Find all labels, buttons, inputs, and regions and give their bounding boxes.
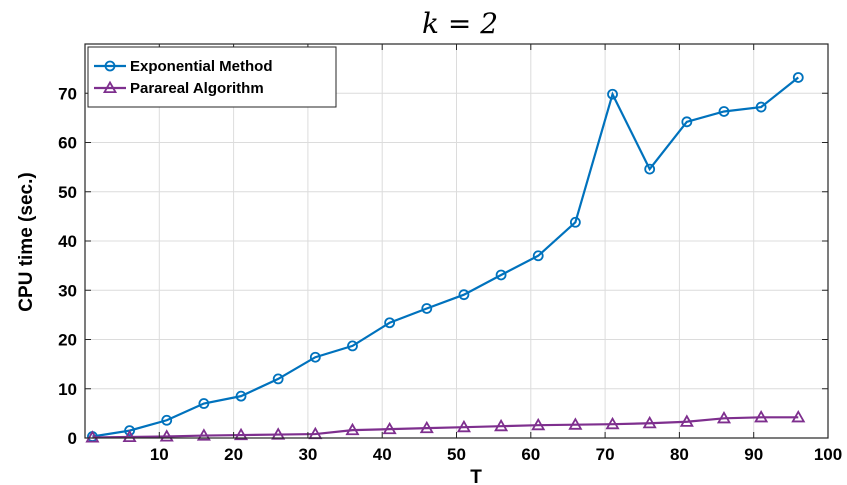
data-point [198, 398, 210, 409]
data-point [345, 422, 360, 436]
data-point [569, 216, 581, 228]
data-point [124, 425, 135, 437]
x-tick-label: 30 [298, 445, 317, 464]
x-tick-label: 80 [670, 445, 689, 464]
data-point [85, 430, 100, 443]
data-point [644, 163, 656, 175]
data-point [494, 418, 509, 432]
x-axis-label: T [470, 467, 482, 485]
legend-entry: Exponential Method [94, 58, 273, 75]
series-line [92, 416, 799, 439]
x-tick-label: 70 [596, 445, 615, 464]
data-point [718, 106, 730, 117]
data-point [679, 414, 694, 427]
data-point [309, 351, 321, 363]
y-tick-label: 30 [58, 281, 77, 300]
data-point [196, 428, 211, 441]
data-point [791, 410, 806, 423]
data-point [716, 410, 732, 424]
y-tick-label: 60 [58, 134, 77, 153]
x-tick-label: 100 [814, 445, 842, 464]
y-tick-label: 70 [58, 84, 77, 103]
y-tick-label: 50 [58, 183, 77, 202]
series-line [92, 76, 799, 438]
x-tick-label: 60 [521, 445, 540, 464]
data-point [233, 427, 249, 441]
x-tick-label: 50 [447, 445, 466, 464]
x-tick-label: 20 [224, 445, 243, 464]
legend-label: Parareal Algorithm [130, 80, 264, 97]
data-point [792, 72, 804, 83]
y-tick-label: 20 [58, 331, 77, 350]
y-axis-label: CPU time (sec.) [16, 172, 37, 311]
data-point [419, 420, 434, 434]
grid [85, 44, 829, 438]
data-point [532, 250, 544, 262]
y-axis-ticks: 0 10 20 30 40 50 60 70 [58, 84, 828, 448]
y-tick-label: 40 [58, 232, 77, 251]
series-2 [85, 410, 806, 443]
data-point [421, 303, 433, 314]
data-point [347, 340, 358, 352]
legend-marker [102, 80, 118, 94]
legend-label: Exponential Method [130, 58, 273, 75]
data-point [755, 101, 767, 113]
data-point [568, 417, 583, 430]
data-point [495, 269, 507, 281]
data-point [458, 289, 470, 301]
data-point [161, 414, 173, 426]
series-layer [85, 72, 806, 443]
data-point [531, 417, 546, 431]
data-point [235, 390, 247, 402]
data-point [384, 317, 396, 329]
data-point [607, 88, 618, 100]
data-point [642, 415, 657, 429]
legend-box [87, 46, 337, 108]
data-point [272, 373, 284, 385]
data-point [159, 429, 174, 442]
y-tick-label: 0 [68, 429, 77, 448]
legend-marker [104, 60, 116, 72]
legend: Exponential Method Parareal Algorithm [87, 46, 337, 108]
data-point [271, 427, 286, 440]
chart-title: k = 2 [422, 7, 498, 40]
series-1 [87, 72, 804, 442]
x-axis-ticks: 10 20 30 40 50 60 70 80 90 100 [150, 44, 842, 464]
x-tick-label: 90 [744, 445, 763, 464]
data-point [456, 419, 471, 433]
y-tick-label: 10 [58, 380, 77, 399]
x-tick-label: 10 [150, 445, 169, 464]
x-tick-label: 40 [373, 445, 392, 464]
data-point [754, 410, 769, 423]
data-point [382, 421, 397, 435]
data-point [122, 429, 137, 443]
data-point [605, 416, 620, 430]
data-point [681, 116, 693, 128]
legend-entry: Parareal Algorithm [94, 80, 264, 97]
